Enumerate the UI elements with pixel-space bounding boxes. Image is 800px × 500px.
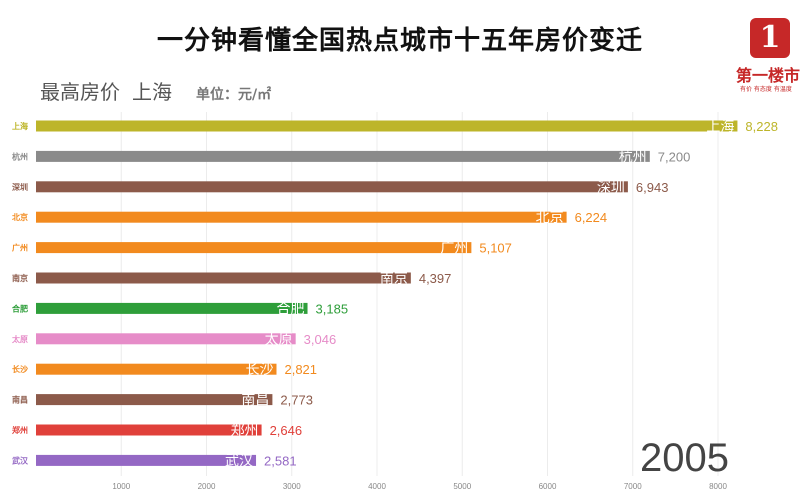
category-label: 广州	[12, 243, 28, 253]
bar-inner-label: 太原	[265, 332, 293, 348]
value-label: 2,581	[264, 453, 297, 468]
bar-inner-label: 深圳	[597, 180, 625, 196]
bar	[36, 363, 277, 375]
bar-inner-label: 广州	[440, 241, 468, 257]
category-label: 杭州	[12, 151, 28, 161]
category-label: 南京	[12, 273, 28, 283]
year-label: 2005	[640, 436, 729, 480]
bar	[36, 272, 411, 284]
logo-tagline: 有价 有态度 有温度	[740, 86, 792, 93]
value-label: 7,200	[658, 149, 691, 164]
x-tick-label: 5000	[453, 482, 471, 491]
x-tick-label: 2000	[198, 482, 216, 491]
bar	[36, 454, 257, 466]
value-label: 2,821	[284, 362, 317, 377]
brand-logo: 1 第一楼市 有价 有态度 有温度	[736, 14, 800, 96]
x-tick-label: 7000	[624, 482, 642, 491]
value-label: 2,646	[270, 423, 303, 438]
x-tick-label: 4000	[368, 482, 386, 491]
subtitle-label: 最高房价	[40, 80, 120, 104]
logo-name: 第一楼市	[736, 66, 800, 85]
unit-label: 单位：元/㎡	[196, 87, 272, 103]
bar-inner-label: 合肥	[277, 301, 305, 317]
bar	[36, 181, 628, 193]
value-label: 6,224	[575, 210, 608, 225]
value-label: 3,185	[316, 301, 349, 316]
value-label: 2,773	[280, 393, 313, 408]
subtitle-city: 上海	[132, 80, 172, 104]
x-tick-label: 6000	[539, 482, 557, 491]
category-label: 长沙	[12, 364, 28, 374]
category-label: 深圳	[12, 182, 28, 192]
chart-subtitle: 最高房价 上海 单位：元/㎡	[40, 76, 271, 105]
category-label: 上海	[12, 121, 28, 131]
bar	[36, 302, 308, 314]
bar	[36, 394, 273, 406]
bar	[36, 424, 262, 436]
category-label: 武汉	[12, 455, 29, 465]
bar-inner-label: 北京	[536, 210, 564, 226]
bar-inner-label: 杭州	[619, 149, 647, 165]
bar	[36, 211, 567, 223]
value-label: 4,397	[419, 271, 452, 286]
bar-inner-label: 南昌	[241, 393, 269, 409]
x-tick-label: 1000	[112, 482, 130, 491]
category-label: 合肥	[11, 303, 28, 313]
bar-inner-label: 长沙	[245, 362, 273, 378]
value-label: 8,228	[745, 119, 778, 134]
category-label: 北京	[12, 212, 28, 222]
category-label: 太原	[11, 334, 28, 344]
value-label: 3,046	[304, 332, 337, 347]
bar-inner-label: 郑州	[231, 423, 259, 439]
bar-inner-label: 上海	[706, 119, 734, 135]
bar	[36, 333, 296, 345]
bar	[36, 150, 650, 162]
value-label: 6,943	[636, 180, 669, 195]
category-label: 南昌	[12, 395, 28, 405]
chart-title: 一分钟看懂全国热点城市十五年房价变迁	[156, 26, 643, 56]
bar-inner-label: 南京	[380, 271, 408, 287]
bar	[36, 120, 738, 132]
logo-mark: 1	[750, 18, 790, 58]
x-tick-label: 3000	[283, 482, 301, 491]
bar-inner-label: 武汉	[225, 453, 253, 469]
x-tick-label: 8000	[709, 482, 727, 491]
value-label: 5,107	[479, 241, 512, 256]
bar	[36, 242, 472, 254]
category-label: 郑州	[12, 425, 28, 435]
